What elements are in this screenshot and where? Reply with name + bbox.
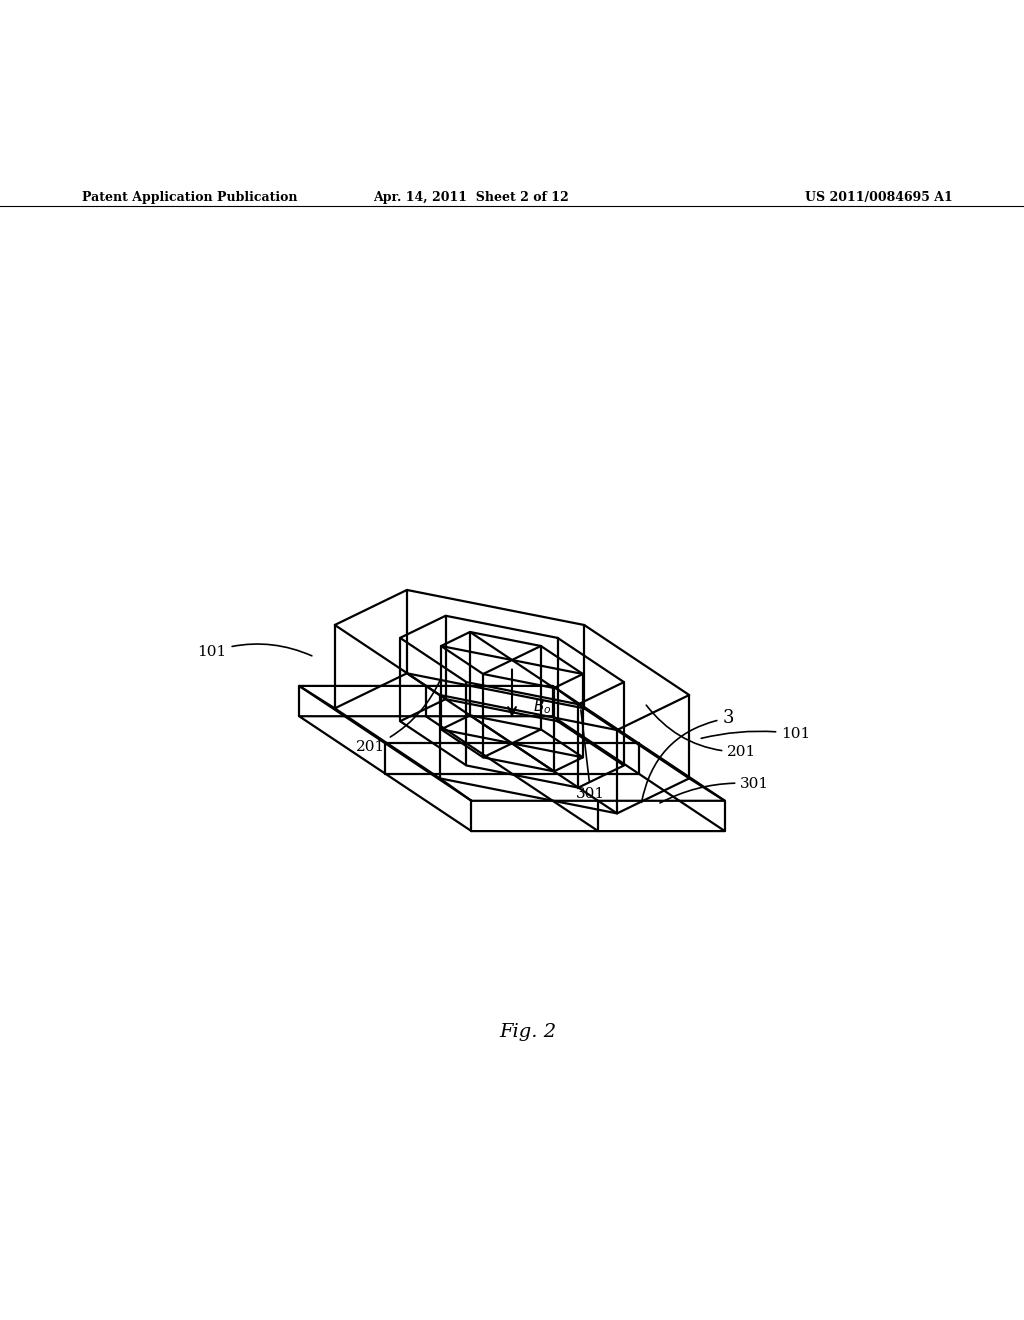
Text: US 2011/0084695 A1: US 2011/0084695 A1: [805, 190, 952, 203]
Text: 201: 201: [646, 705, 757, 759]
Text: Fig. 2: Fig. 2: [499, 1023, 556, 1041]
Text: $B_o$: $B_o$: [532, 698, 551, 717]
Text: 101: 101: [198, 644, 312, 659]
Text: 101: 101: [701, 727, 810, 741]
Text: 3: 3: [641, 709, 734, 803]
Text: Apr. 14, 2011  Sheet 2 of 12: Apr. 14, 2011 Sheet 2 of 12: [373, 190, 569, 203]
Text: 301: 301: [660, 776, 769, 803]
Text: 301: 301: [577, 710, 605, 801]
Text: 201: 201: [356, 678, 441, 754]
Text: Patent Application Publication: Patent Application Publication: [82, 190, 297, 203]
